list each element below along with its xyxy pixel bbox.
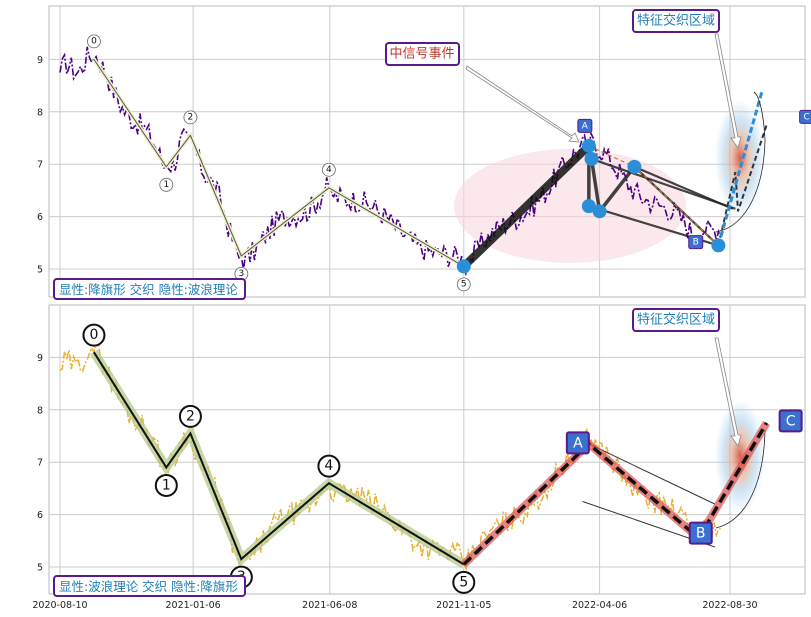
wave-label-marker [82,323,106,347]
y-tick-label: 5 [37,265,43,276]
top-region-callout-label: 特征交织区域 [637,13,715,29]
abc-label-marker [688,521,713,545]
pattern-node-marker [592,204,607,219]
abc-label: A [573,435,583,451]
bottom-x-ticks: 2020-08-10 2021-01-06 2021-06-08 2021-11-05… [32,600,757,611]
bottom-region-arrow [714,337,742,447]
pattern-node-marker [711,238,726,253]
top-signal-callout-label: 中信号事件 [389,47,454,62]
wave-label-marker [159,177,174,192]
pattern-node-marker [584,151,599,166]
flag-curve [715,429,766,529]
x-tick-label: 2022-04-06 [572,600,627,611]
bottom-region-callout-box [632,308,720,332]
abc-label-marker [688,235,704,250]
pattern-abc-dashed [717,124,768,246]
top-signal-callout: 中信号事件 [385,42,580,143]
top-signal-arrow [465,65,580,143]
top-region-arrow [714,33,742,149]
wave-label: 1 [162,477,171,493]
x-tick-label: 2021-01-06 [165,600,220,611]
bottom-annotation-label: 显性:波浪理论 交织 隐性:降旗形 [59,579,238,594]
top-annotation: 显性:降旗形 交织 隐性:波浪理论 [53,278,246,300]
pattern-segment [633,165,734,210]
abc-label: C [786,413,796,429]
top-wave-line [93,59,465,267]
wave-label-marker [452,570,476,594]
bottom-abc-line [462,422,769,566]
wave-label-marker [154,473,178,497]
x-tick-label: 2022-08-30 [702,600,757,611]
wave-label-marker [321,162,336,177]
bottom-region-callout: 特征交织区域 [632,308,742,447]
abc-label-marker [799,109,811,124]
top-wave-labels: 0 1 2 3 4 5 [87,34,471,292]
wave-label-marker [317,454,341,478]
bottom-region-callout-label: 特征交织区域 [637,312,715,328]
pattern-node-marker [581,199,596,214]
bottom-abc-labels: A B C [565,409,803,545]
top-abc-labels: A B C [577,109,811,250]
y-tick-label: 8 [37,107,43,118]
wave-label: 1 [163,180,169,190]
bottom-annotation-box [53,575,246,597]
top-region-callout: 特征交织区域 [632,9,742,149]
y-tick-label: 5 [37,563,43,574]
pattern-segment [589,158,602,212]
y-tick-label: 9 [37,353,43,364]
bottom-wave-line [93,351,465,566]
top-region-callout-box [632,9,720,33]
top-signal-callout-box [385,42,460,66]
wave-label: 0 [91,36,97,46]
wave-label: 5 [459,574,468,590]
abc-label-marker [565,431,590,455]
y-tick-label: 7 [37,458,43,469]
y-tick-label: 9 [37,55,43,66]
abc-label: C [803,112,809,122]
y-tick-label: 7 [37,160,43,171]
top-price-line [59,46,722,277]
pattern-node-marker [581,138,596,153]
wave-label: 4 [324,458,333,474]
flag-upper-line [588,443,716,505]
pattern-segment [598,165,636,213]
bottom-panel: 5 6 7 8 9 2020-08-10 2021-01-06 2021-06-08 2021… [32,304,806,611]
wave-label: 5 [461,279,467,289]
wave-label: 2 [188,112,194,122]
pattern-node-marker [456,259,471,274]
wave-label: 0 [89,327,98,343]
wave-label-marker [456,277,471,292]
top-y-ticks: 5 6 7 8 9 [37,55,43,276]
abc-label-marker [778,409,803,433]
wave-label-marker [178,404,202,428]
x-tick-label: 2021-11-05 [436,600,491,611]
pattern-node-marker [627,159,642,174]
top-annotation-box [53,278,246,300]
abc-label-marker [577,118,593,133]
x-tick-label: 2021-06-08 [302,600,357,611]
wave-label: 3 [238,269,244,279]
y-tick-label: 8 [37,405,43,416]
y-tick-label: 6 [37,212,43,223]
top-panel: 5 6 7 8 9 0 1 2 3 4 5 A B C 中信号事件 特征交织区域 显性:降旗形 交织 … [37,5,811,300]
top-feature-zone [715,100,765,216]
wave-label: 4 [326,165,332,175]
wave-label-marker [183,110,198,125]
abc-label: B [693,238,699,248]
abc-label: B [696,526,706,542]
wave-label-marker [87,34,101,49]
pattern-curve [715,91,766,233]
pattern-thrust-line [461,142,592,270]
wave-label: 2 [186,408,195,424]
bottom-annotation: 显性:波浪理论 交织 隐性:降旗形 [53,575,246,597]
y-tick-label: 6 [37,510,43,521]
x-tick-label: 2020-08-10 [32,600,87,611]
abc-label: A [582,121,589,131]
bottom-y-ticks: 5 6 7 8 9 [37,353,43,574]
top-annotation-label: 显性:降旗形 交织 隐性:波浪理论 [59,282,238,297]
